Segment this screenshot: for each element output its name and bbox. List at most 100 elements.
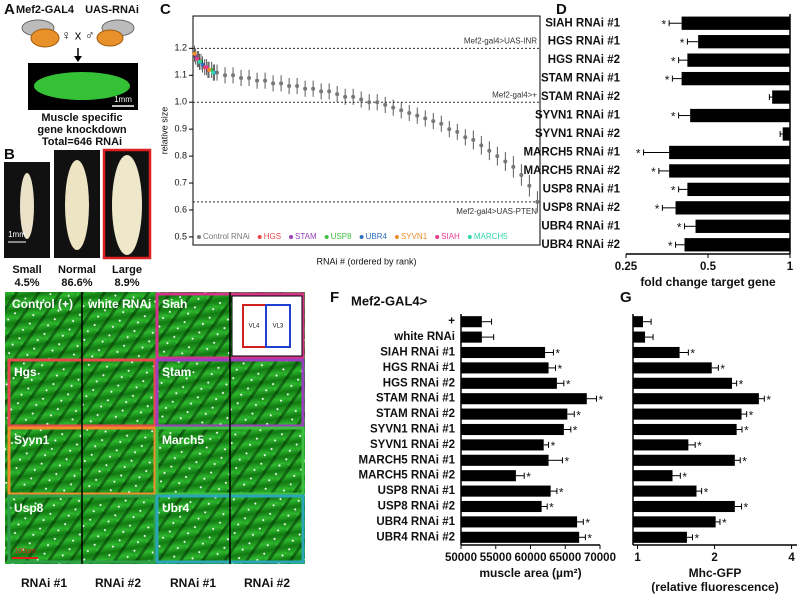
bar xyxy=(461,470,516,482)
significance: * xyxy=(690,347,695,361)
point xyxy=(383,102,388,107)
significance: * xyxy=(566,377,571,391)
panel-b: B 1mm Small 4.5% Normal 86.6% Large 8.9% xyxy=(4,146,152,289)
column-label: RNAi #1 xyxy=(21,576,67,590)
bar xyxy=(687,53,790,67)
significance: * xyxy=(551,439,556,453)
inset-muscle xyxy=(265,304,291,348)
panel-label: D xyxy=(556,1,567,18)
inset-label: VL3 xyxy=(273,324,284,330)
category-label: USP8 RNAi #2 xyxy=(543,202,620,214)
bar xyxy=(633,485,697,497)
legend-label: Control RNAi xyxy=(203,232,250,241)
bar xyxy=(681,71,790,86)
legend-marker xyxy=(435,235,440,239)
category-label: MARCH5 RNAi #1 xyxy=(524,146,621,158)
y-tick-label: 1.2 xyxy=(174,43,187,53)
bar xyxy=(633,439,689,451)
category-label: SYVN1 RNAi #2 xyxy=(370,439,455,451)
point xyxy=(335,92,340,97)
class-percent: 86.6% xyxy=(61,277,92,289)
legend-marker xyxy=(257,235,262,239)
bar xyxy=(461,439,544,451)
bar xyxy=(772,90,790,104)
significance: * xyxy=(668,239,673,253)
category-label: USP8 RNAi #2 xyxy=(378,501,455,513)
point xyxy=(192,51,197,56)
panel-label: G xyxy=(620,289,632,306)
legend-marker xyxy=(324,235,329,239)
point xyxy=(367,100,372,105)
point xyxy=(495,154,500,159)
larva xyxy=(65,160,89,250)
bar xyxy=(633,531,687,543)
category-label: MARCH5 RNAi #2 xyxy=(524,165,621,177)
significance: * xyxy=(749,408,754,422)
point xyxy=(359,97,364,102)
parent-label: Mef2-GAL4 xyxy=(16,4,75,16)
y-tick-label: 1.1 xyxy=(174,70,187,80)
category-label: UBR4 RNAi #2 xyxy=(376,531,455,543)
point xyxy=(503,159,508,164)
category-label: + xyxy=(448,316,455,328)
bar xyxy=(461,516,578,528)
bar xyxy=(633,423,737,436)
class-percent: 8.9% xyxy=(114,277,139,289)
axis-label: muscle area (µm²) xyxy=(479,566,581,580)
fly xyxy=(96,29,124,47)
category-label: MARCH5 RNAi #2 xyxy=(359,470,456,482)
point xyxy=(479,143,484,148)
bar xyxy=(633,516,716,528)
x-tick-label: 60000 xyxy=(515,552,547,564)
axis-label: fold change target gene xyxy=(640,275,776,289)
larva xyxy=(112,155,142,255)
legend-label: HGS xyxy=(264,232,281,241)
category-label: UBR4 RNAi #1 xyxy=(376,516,455,528)
point xyxy=(239,75,244,80)
point xyxy=(375,100,380,105)
point xyxy=(535,199,540,204)
category-label: HGS RNAi #2 xyxy=(548,54,620,66)
bar xyxy=(633,408,742,420)
point xyxy=(311,86,316,91)
significance: * xyxy=(651,165,656,179)
point xyxy=(527,183,532,188)
significance: * xyxy=(665,73,670,87)
scale-label: 1mm xyxy=(8,230,26,239)
point xyxy=(271,81,276,86)
legend-marker xyxy=(467,235,472,239)
larva xyxy=(20,173,34,239)
significance: * xyxy=(677,220,682,234)
bar xyxy=(633,346,680,359)
bar xyxy=(461,362,549,374)
bar xyxy=(633,316,643,328)
point xyxy=(255,78,260,83)
axis-label: RNAi # (ordered by rank) xyxy=(316,256,416,266)
x-tick-label: 70000 xyxy=(584,552,616,564)
y-tick-label: 0.9 xyxy=(174,124,187,134)
column-label: RNAi #1 xyxy=(170,576,216,590)
category-label: HGS RNAi #2 xyxy=(383,377,455,389)
point xyxy=(231,73,236,78)
significance: * xyxy=(558,362,563,376)
significance: * xyxy=(766,393,771,407)
category-label: UBR4 RNAi #1 xyxy=(541,220,620,232)
reference-label: Mef2-gal4>UAS-PTEN xyxy=(456,207,537,216)
bar xyxy=(698,35,790,49)
significance: * xyxy=(576,408,581,422)
significance: * xyxy=(661,17,666,31)
bar xyxy=(461,423,564,436)
panel-label: C xyxy=(160,1,171,18)
column-label: RNAi #2 xyxy=(244,576,290,590)
tile-label: Control (+) xyxy=(12,297,73,311)
significance: * xyxy=(671,184,676,198)
x-tick-label: 4 xyxy=(788,552,795,564)
tile-label: Stam xyxy=(162,365,191,379)
point xyxy=(279,81,284,86)
significance: * xyxy=(559,485,564,499)
cross-symbol: ♀ x ♂ xyxy=(61,27,94,42)
point xyxy=(511,164,516,169)
significance: * xyxy=(599,393,604,407)
category-label: USP8 RNAi #1 xyxy=(543,183,621,195)
x-tick-label: 55000 xyxy=(480,552,512,564)
